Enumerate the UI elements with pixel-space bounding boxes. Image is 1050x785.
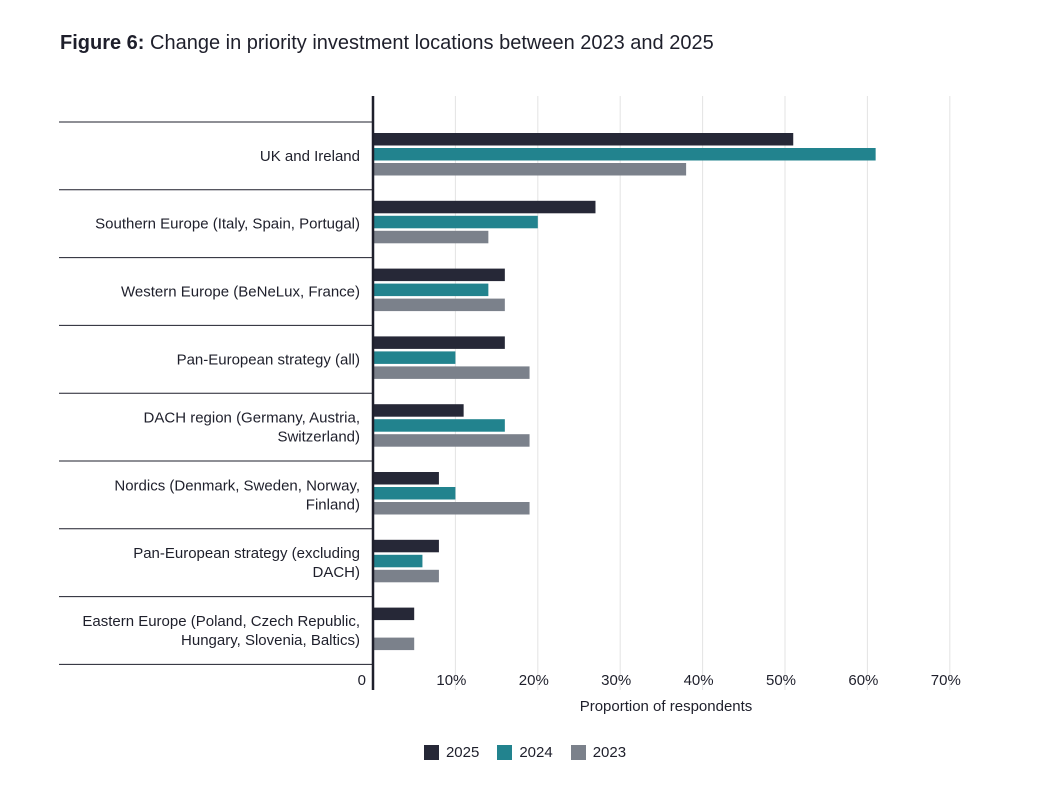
bar-2024 — [373, 148, 876, 161]
bar-2025 — [373, 539, 439, 553]
bar-2024 — [373, 419, 505, 432]
category-label: Nordics (Denmark, Sweden, Norway, — [114, 477, 360, 494]
bar-2025 — [373, 336, 505, 349]
bar-2023 — [373, 502, 530, 515]
x-tick-label: 50% — [766, 672, 796, 689]
x-tick-label: 40% — [684, 672, 714, 689]
x-tick-label: 60% — [848, 672, 878, 689]
bar-2024 — [373, 283, 489, 297]
legend-item-2025: 2025 — [423, 744, 480, 761]
legend-swatch — [423, 745, 439, 760]
bar-2023 — [373, 298, 505, 312]
bar-2024 — [373, 215, 538, 229]
category-label: Hungary, Slovenia, Baltics) — [181, 632, 360, 649]
bar-2025 — [373, 200, 596, 214]
bar-2024 — [373, 554, 423, 568]
category-label: DACH) — [313, 564, 361, 581]
category-label: DACH region (Germany, Austria, — [144, 410, 360, 427]
x-tick-label: 30% — [601, 672, 631, 689]
bar-2023 — [373, 637, 415, 651]
legend-label: 2023 — [592, 744, 627, 761]
category-label: UK and Ireland — [260, 148, 360, 165]
category-label: Pan-European strategy (excluding — [133, 545, 360, 562]
chart-legend: 2025 2024 2023 — [0, 744, 1050, 761]
category-label: Finland) — [306, 496, 360, 513]
bar-2023 — [373, 366, 530, 379]
legend-label: 2025 — [445, 744, 480, 761]
x-tick-label: 0 — [358, 672, 366, 689]
figure-label: Figure 6: — [60, 32, 145, 54]
bar-2025 — [373, 268, 505, 282]
legend-item-2023: 2023 — [570, 744, 627, 761]
category-label: Eastern Europe (Poland, Czech Republic, — [82, 613, 360, 630]
bar-2024 — [373, 351, 456, 364]
figure-caption: Change in priority investment locations … — [150, 32, 714, 54]
x-tick-label: 10% — [436, 672, 466, 689]
category-label: Southern Europe (Italy, Spain, Portugal) — [95, 216, 360, 233]
bar-2025 — [373, 472, 439, 485]
legend-swatch — [497, 745, 513, 760]
x-tick-label: 70% — [931, 672, 961, 689]
bar-2024 — [373, 487, 456, 500]
legend-swatch — [570, 745, 586, 760]
category-label: Switzerland) — [277, 429, 360, 446]
x-axis-title: Proportion of respondents — [580, 698, 753, 715]
legend-label: 2024 — [519, 744, 553, 761]
x-tick-label: 20% — [519, 672, 549, 689]
bar-2023 — [373, 569, 439, 583]
bar-2023 — [373, 230, 489, 244]
bar-2025 — [373, 607, 415, 621]
bar-2025 — [373, 133, 794, 146]
category-label: Pan-European strategy (all) — [177, 351, 360, 368]
figure-title: Figure 6: Change in priority investment … — [60, 32, 714, 55]
bar-2023 — [373, 163, 687, 176]
bar-2023 — [373, 434, 530, 447]
category-label: Western Europe (BeNeLux, France) — [121, 284, 360, 301]
bar-2025 — [373, 404, 464, 417]
bar-chart: UK and Ireland Southern Europe (Italy, Sp… — [59, 96, 961, 715]
legend-item-2024: 2024 — [497, 744, 553, 761]
